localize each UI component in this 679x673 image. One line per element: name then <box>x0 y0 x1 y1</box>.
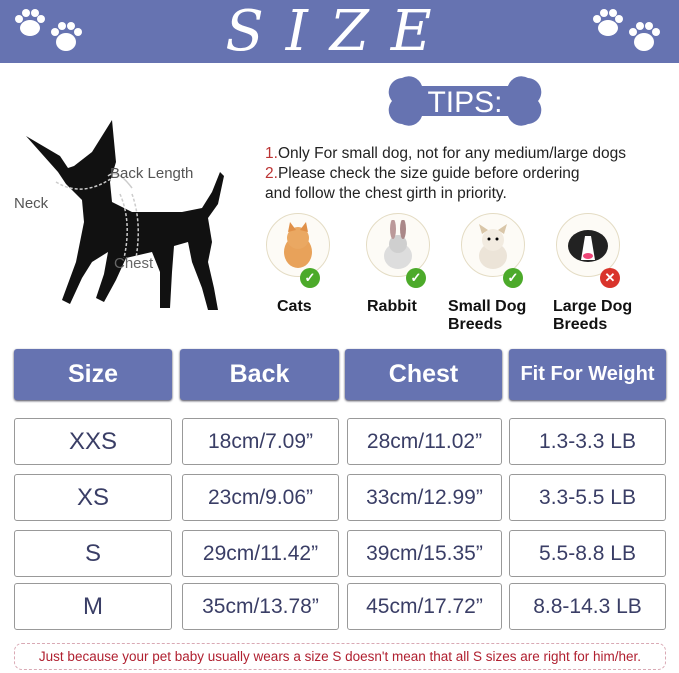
size-note: Just because your pet baby usually wears… <box>14 643 666 670</box>
tip-continuation: and follow the chest girth in priority. <box>265 185 507 202</box>
table-cell: 28cm/11.02” <box>347 418 502 465</box>
tip-item: 1.Only For small dog, not for any medium… <box>265 145 626 162</box>
table-cell: 45cm/17.72” <box>347 583 502 630</box>
table-cell: S <box>14 530 172 577</box>
animal-label-small-dog: Small Dog Breeds <box>448 298 527 333</box>
table-cell: 5.5-8.8 LB <box>509 530 666 577</box>
table-cell: 8.8-14.3 LB <box>509 583 666 630</box>
table-cell: 35cm/13.78” <box>182 583 339 630</box>
tips-list: 1.Only For small dog, not for any medium… <box>265 144 626 204</box>
check-icon: ✓ <box>300 268 320 288</box>
bone-icon: TIPS: <box>388 76 542 126</box>
table-cell: XS <box>14 474 172 521</box>
title-banner <box>0 0 679 63</box>
chest-label: Chest <box>114 255 154 272</box>
table-cell: 29cm/11.42” <box>182 530 339 577</box>
animal-label-large-dog: Large Dog Breeds <box>553 298 633 333</box>
paw-prints-icon <box>15 9 82 51</box>
dog-silhouette-icon <box>26 120 224 310</box>
paw-prints-icon <box>593 9 660 51</box>
back-length-label: Back Length <box>110 165 194 182</box>
header-size: Size <box>14 349 172 400</box>
table-cell: XXS <box>14 418 172 465</box>
dog-diagram <box>26 120 224 310</box>
neck-label: Neck <box>14 195 49 212</box>
table-cell: 18cm/7.09” <box>182 418 339 465</box>
page-title: SIZE <box>225 0 454 64</box>
small-dog-icon <box>461 213 525 277</box>
header-chest: Chest <box>345 349 502 400</box>
table-cell: 3.3-5.5 LB <box>509 474 666 521</box>
tip-item: 2.Please check the size guide before ord… <box>265 165 580 182</box>
table-cell: 33cm/12.99” <box>347 474 502 521</box>
header-back: Back <box>180 349 339 400</box>
animal-label-rabbit: Rabbit <box>367 298 417 315</box>
cat-icon <box>266 213 330 277</box>
table-cell: 39cm/15.35” <box>347 530 502 577</box>
header-weight: Fit For Weight <box>509 349 666 400</box>
animal-label-cats: Cats <box>277 298 312 315</box>
check-icon: ✓ <box>503 268 523 288</box>
table-cell: M <box>14 583 172 630</box>
large-dog-icon <box>556 213 620 277</box>
tips-label: TIPS: <box>427 86 502 119</box>
table-cell: 1.3-3.3 LB <box>509 418 666 465</box>
table-cell: 23cm/9.06” <box>182 474 339 521</box>
check-icon: ✓ <box>406 268 426 288</box>
rabbit-icon <box>366 213 430 277</box>
cross-icon: ✕ <box>600 268 620 288</box>
